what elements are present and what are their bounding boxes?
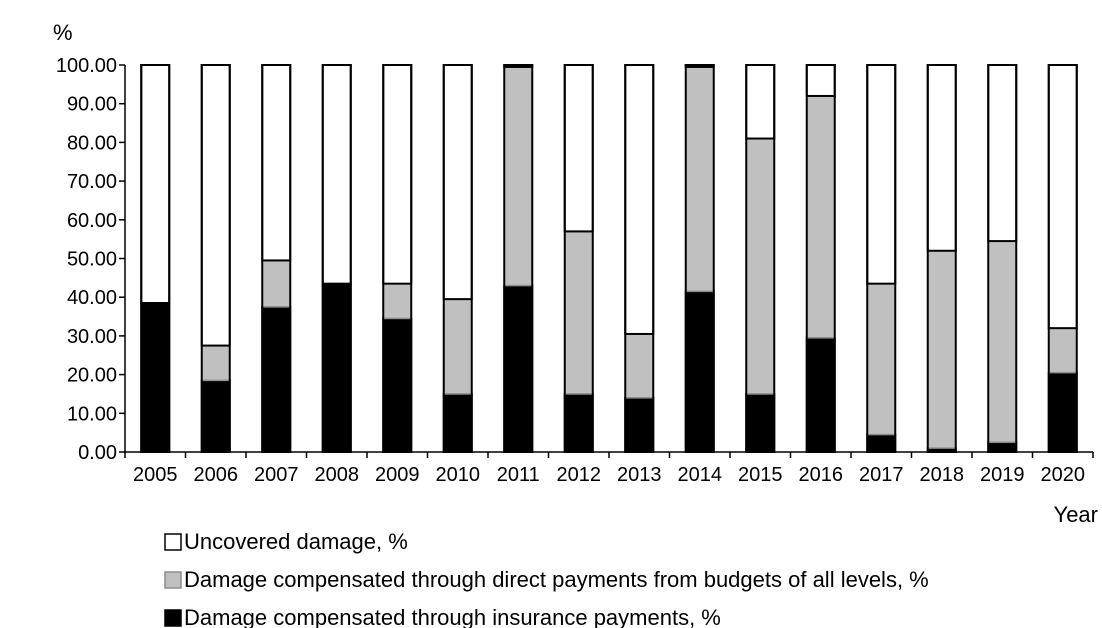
- bar-outline-2011: [503, 64, 534, 453]
- x-tick-label: 2011: [497, 464, 540, 486]
- bar-outline-2008: [321, 64, 352, 453]
- x-tick-label: 2006: [194, 464, 239, 486]
- bar-segment-2012-s2: [563, 64, 594, 233]
- y-tick-label: 70.00: [67, 171, 117, 193]
- x-tick-label: 2018: [920, 464, 965, 486]
- bar-segment-2020-s1: [1048, 327, 1078, 374]
- bar-segment-2013-s1: [624, 333, 654, 399]
- bar-outline-2016: [805, 64, 836, 453]
- x-tick-label: 2019: [980, 464, 1025, 486]
- y-tick-label: 20.00: [67, 365, 117, 387]
- bar-segment-2014-s0: [684, 290, 715, 453]
- x-axis-label: Year: [1054, 502, 1098, 527]
- bar-segment-2010-s0: [442, 392, 473, 454]
- bar-segment-2013-s2: [624, 64, 655, 335]
- x-tick-label: 2014: [678, 464, 723, 486]
- legend-swatch: [164, 533, 182, 551]
- legend: Uncovered damage, % Damage compensated th…: [164, 529, 929, 628]
- bar-segment-2011-s0: [503, 284, 534, 453]
- bar-outline-2017: [866, 64, 897, 453]
- bar-outline-2019: [987, 64, 1018, 453]
- bar-segment-2006-s2: [200, 64, 231, 347]
- bar-segment-2020-s0: [1047, 371, 1078, 454]
- bar-outline-2020: [1047, 64, 1078, 453]
- legend-swatch: [164, 571, 182, 589]
- y-tick-label: 40.00: [67, 287, 117, 309]
- bar-outline-2007: [261, 64, 292, 453]
- bar-segment-2016-s2: [805, 64, 836, 97]
- bar-segment-2009-s2: [382, 64, 413, 285]
- y-tick-label: 60.00: [67, 210, 117, 232]
- bar-segment-2018-s1: [927, 250, 957, 449]
- x-tick-label: 2009: [375, 464, 420, 486]
- bars-layer: [140, 64, 1078, 454]
- bar-segment-2013-s0: [624, 396, 655, 454]
- y-tick-label: 0.00: [78, 442, 117, 464]
- legend-label: Damage compensated through insurance pay…: [184, 605, 721, 628]
- bar-segment-2007-s1: [261, 259, 291, 308]
- bar-segment-2018-s2: [926, 64, 957, 252]
- bar-segment-2019-s1: [987, 240, 1017, 444]
- y-tick-label: 10.00: [67, 403, 117, 425]
- x-tick-label: 2015: [738, 464, 783, 486]
- bar-segment-2005-s2: [140, 64, 171, 305]
- bar-segment-2012-s0: [563, 392, 594, 454]
- bar-segment-2011-s1: [503, 66, 533, 287]
- bar-segment-2008-s2: [321, 64, 352, 285]
- legend-label: Damage compensated through direct paymen…: [184, 567, 929, 592]
- y-axis-label: %: [53, 20, 73, 45]
- bar-outline-2005: [140, 64, 171, 453]
- bar-segment-2009-s0: [382, 317, 413, 453]
- bar-segment-2010-s2: [442, 64, 473, 301]
- x-tick-label: 2005: [133, 464, 178, 486]
- x-tick-label: 2020: [1041, 464, 1086, 486]
- x-tick-label: 2008: [315, 464, 360, 486]
- bar-segment-2017-s2: [866, 64, 897, 285]
- y-tick-label: 100.00: [56, 55, 117, 77]
- bar-segment-2017-s0: [866, 433, 897, 453]
- bar-segment-2016-s1: [806, 95, 836, 339]
- bar-segment-2015-s0: [745, 392, 776, 454]
- x-tick-label: 2010: [436, 464, 481, 486]
- x-tick-label: 2013: [617, 464, 662, 486]
- bar-segment-2015-s2: [745, 64, 776, 140]
- x-tick-label: 2012: [557, 464, 602, 486]
- bar-segment-2006-s0: [200, 379, 231, 453]
- bar-outline-2015: [745, 64, 776, 453]
- legend-label: Uncovered damage, %: [184, 529, 408, 554]
- bar-segment-2006-s1: [201, 344, 231, 382]
- x-tick-label: 2016: [799, 464, 844, 486]
- x-tick-label: 2007: [254, 464, 299, 486]
- bar-segment-2005-s0: [140, 302, 171, 453]
- bar-outline-2010: [442, 64, 473, 453]
- bar-outline-2009: [382, 64, 413, 453]
- bar-segment-2015-s1: [745, 137, 775, 395]
- bar-segment-2014-s1: [685, 66, 715, 293]
- bar-segment-2019-s2: [987, 64, 1018, 243]
- labels-layer: % 0.00 10.00 20.00 30.00 40.00 50.00 60.00 70.00…: [53, 20, 1098, 527]
- bar-segment-2019-s0: [987, 441, 1018, 454]
- y-tick-label: 50.00: [67, 249, 117, 271]
- bar-segment-2017-s1: [866, 282, 896, 436]
- bar-segment-2016-s0: [805, 336, 836, 453]
- bar-segment-2012-s1: [564, 230, 594, 395]
- bar-outline-2012: [563, 64, 594, 453]
- bar-segment-2008-s0: [321, 282, 352, 453]
- bar-outline-2006: [200, 64, 231, 453]
- bar-outline-2014: [684, 64, 715, 453]
- y-tick-label: 90.00: [67, 94, 117, 116]
- legend-swatch: [164, 609, 182, 627]
- bar-outline-2013: [624, 64, 655, 453]
- bar-segment-2009-s1: [382, 282, 412, 320]
- bar-outline-2018: [926, 64, 957, 453]
- bar-segment-2010-s1: [443, 298, 473, 395]
- y-tick-label: 80.00: [67, 132, 117, 154]
- y-tick-label: 30.00: [67, 326, 117, 348]
- bar-segment-2020-s2: [1047, 64, 1078, 330]
- bar-segment-2007-s2: [261, 64, 292, 262]
- bar-segment-2007-s0: [261, 305, 292, 453]
- x-tick-label: 2017: [859, 464, 904, 486]
